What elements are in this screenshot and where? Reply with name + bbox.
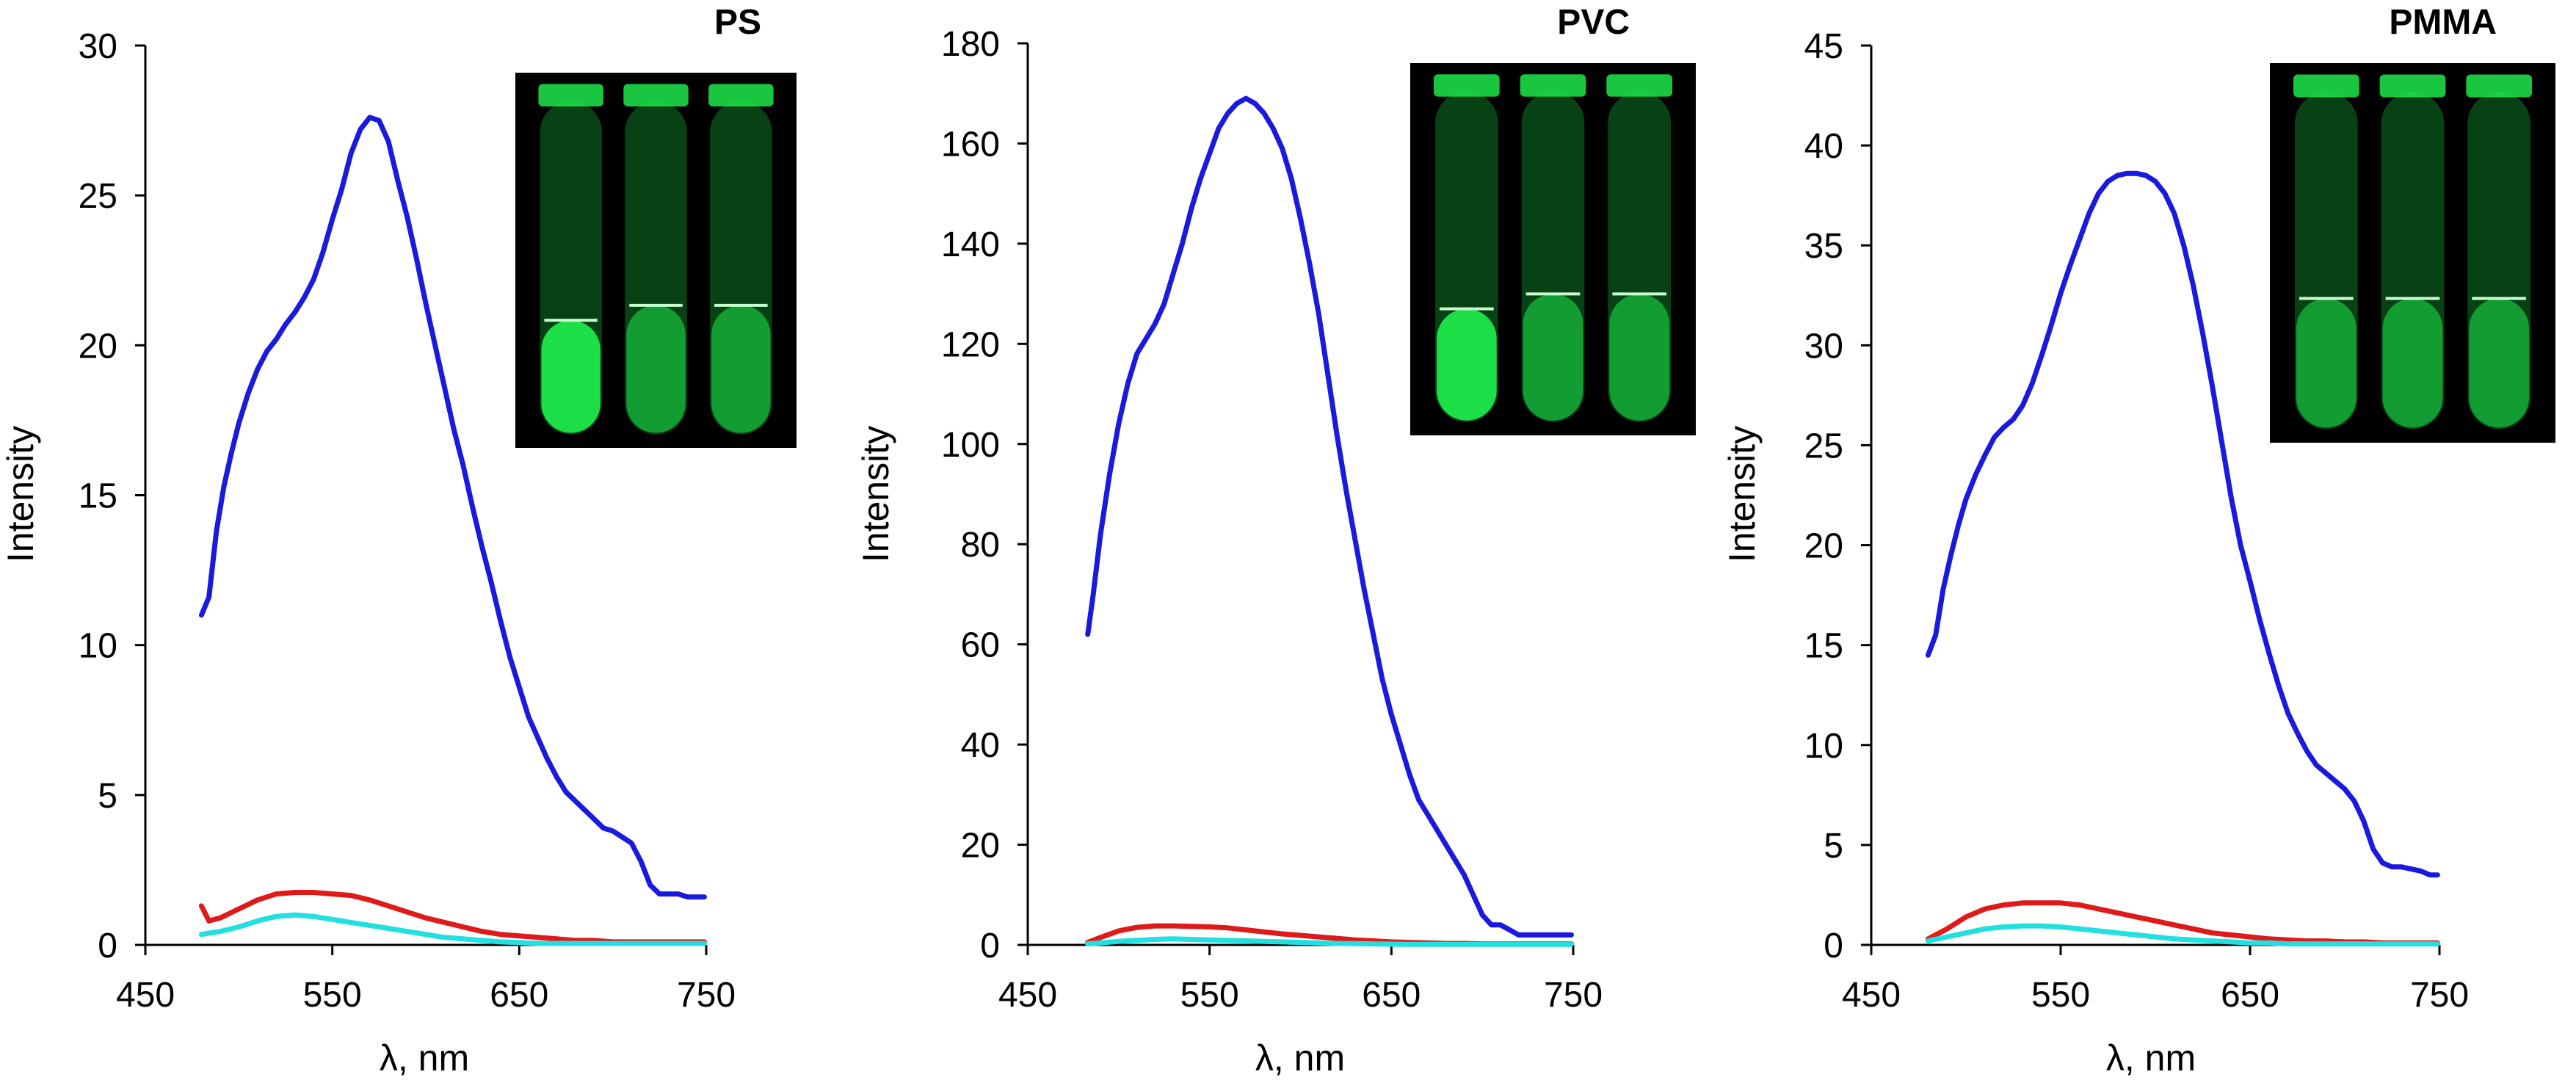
chart-panel-pmma: 0 5 10 15 20 25 30 35 40 45 450 550 650 750 PMMA λ, n… bbox=[1721, 3, 2555, 1079]
y-tick-label: 100 bbox=[941, 426, 1000, 465]
chart-title: PMMA bbox=[2389, 3, 2497, 42]
x-tick-label: 550 bbox=[2031, 976, 2090, 1015]
series-line-3 bbox=[1085, 936, 1574, 947]
x-axis-label: λ, nm bbox=[1255, 1037, 1345, 1079]
x-axis-label: λ, nm bbox=[2106, 1037, 2196, 1079]
vial-1 bbox=[1433, 74, 1500, 422]
x-tick-label: 750 bbox=[1544, 976, 1603, 1015]
vial-1 bbox=[538, 84, 603, 435]
series-group bbox=[198, 115, 707, 946]
y-tick-label: 20 bbox=[79, 327, 117, 366]
y-tick-label: 120 bbox=[941, 325, 1000, 364]
y-tick-label: 5 bbox=[1824, 827, 1843, 866]
y-tick-label: 140 bbox=[941, 225, 1000, 264]
x-tick-label: 550 bbox=[303, 976, 362, 1015]
inset-photo bbox=[515, 73, 797, 448]
y-tick-label: 15 bbox=[1804, 627, 1843, 666]
vial-3 bbox=[1606, 74, 1673, 422]
chart-title: PVC bbox=[1557, 3, 1630, 42]
y-axis-label: Intensity bbox=[1721, 426, 1763, 562]
y-tick-label: 180 bbox=[941, 25, 1000, 64]
y-tick-label: 160 bbox=[941, 125, 1000, 164]
y-tick-label: 15 bbox=[79, 477, 117, 516]
x-tick-label: 650 bbox=[2221, 976, 2279, 1015]
y-tick-label: 10 bbox=[1804, 727, 1843, 766]
y-tick-label: 60 bbox=[961, 626, 1000, 665]
series-group bbox=[1085, 95, 1574, 947]
y-axis-label: Intensity bbox=[855, 426, 896, 562]
vial-2 bbox=[2379, 74, 2446, 430]
series-line-1 bbox=[1925, 170, 2440, 878]
series-line-1 bbox=[198, 115, 707, 900]
y-tick-label: 40 bbox=[961, 726, 1000, 765]
inset-photo bbox=[2270, 63, 2555, 443]
series-line-3 bbox=[198, 912, 707, 946]
y-tick-label: 0 bbox=[1824, 927, 1843, 965]
y-tick-label: 0 bbox=[98, 927, 117, 965]
y-axis-label: Intensity bbox=[0, 426, 41, 562]
y-tick-label: 30 bbox=[1804, 327, 1843, 366]
y-tick-label: 45 bbox=[1804, 27, 1843, 66]
series-line-1 bbox=[1085, 95, 1574, 938]
x-tick-label: 450 bbox=[1842, 976, 1901, 1015]
x-tick-label: 550 bbox=[1180, 976, 1239, 1015]
x-tick-label: 650 bbox=[1362, 976, 1421, 1015]
y-tick-label: 40 bbox=[1804, 127, 1843, 166]
chart-panel-ps: 0 5 10 15 20 25 30 450 550 650 750 PS λ, nm Intens… bbox=[0, 3, 797, 1079]
tick-labels: 0 5 10 15 20 25 30 35 40 45 450 550 650 750 bbox=[1804, 27, 2469, 1015]
inset-photo bbox=[1410, 63, 1696, 435]
y-tick-label: 25 bbox=[1804, 427, 1843, 465]
y-tick-label: 0 bbox=[980, 927, 1000, 965]
x-tick-label: 750 bbox=[2410, 976, 2469, 1015]
vial-2 bbox=[623, 84, 689, 435]
series-line-3 bbox=[1925, 923, 2440, 947]
y-tick-label: 10 bbox=[79, 627, 117, 666]
x-tick-label: 450 bbox=[998, 976, 1057, 1015]
chart-title: PS bbox=[714, 3, 761, 42]
axes bbox=[135, 44, 708, 955]
vial-2 bbox=[1520, 74, 1586, 422]
x-tick-label: 750 bbox=[677, 976, 736, 1015]
x-tick-label: 450 bbox=[116, 976, 175, 1015]
series-group bbox=[1925, 170, 2440, 947]
y-tick-label: 35 bbox=[1804, 227, 1843, 266]
y-tick-label: 80 bbox=[961, 526, 1000, 565]
vial-1 bbox=[2293, 74, 2359, 430]
y-tick-label: 30 bbox=[79, 27, 117, 66]
y-tick-label: 5 bbox=[98, 777, 117, 816]
tick-labels: 0 5 10 15 20 25 30 450 550 650 750 bbox=[79, 27, 736, 1015]
y-tick-label: 20 bbox=[961, 827, 1000, 866]
x-axis-label: λ, nm bbox=[380, 1037, 469, 1079]
chart-panel-pvc: 0 20 40 60 80 100 120 140 160 180 450 550 650 750 PVC… bbox=[855, 3, 1696, 1079]
x-tick-label: 650 bbox=[490, 976, 548, 1015]
vial-3 bbox=[2466, 74, 2533, 430]
vial-3 bbox=[708, 84, 774, 435]
y-tick-label: 20 bbox=[1804, 527, 1843, 566]
y-tick-label: 25 bbox=[79, 177, 117, 216]
tick-labels: 0 20 40 60 80 100 120 140 160 180 450 550 650 750 bbox=[941, 25, 1603, 1015]
